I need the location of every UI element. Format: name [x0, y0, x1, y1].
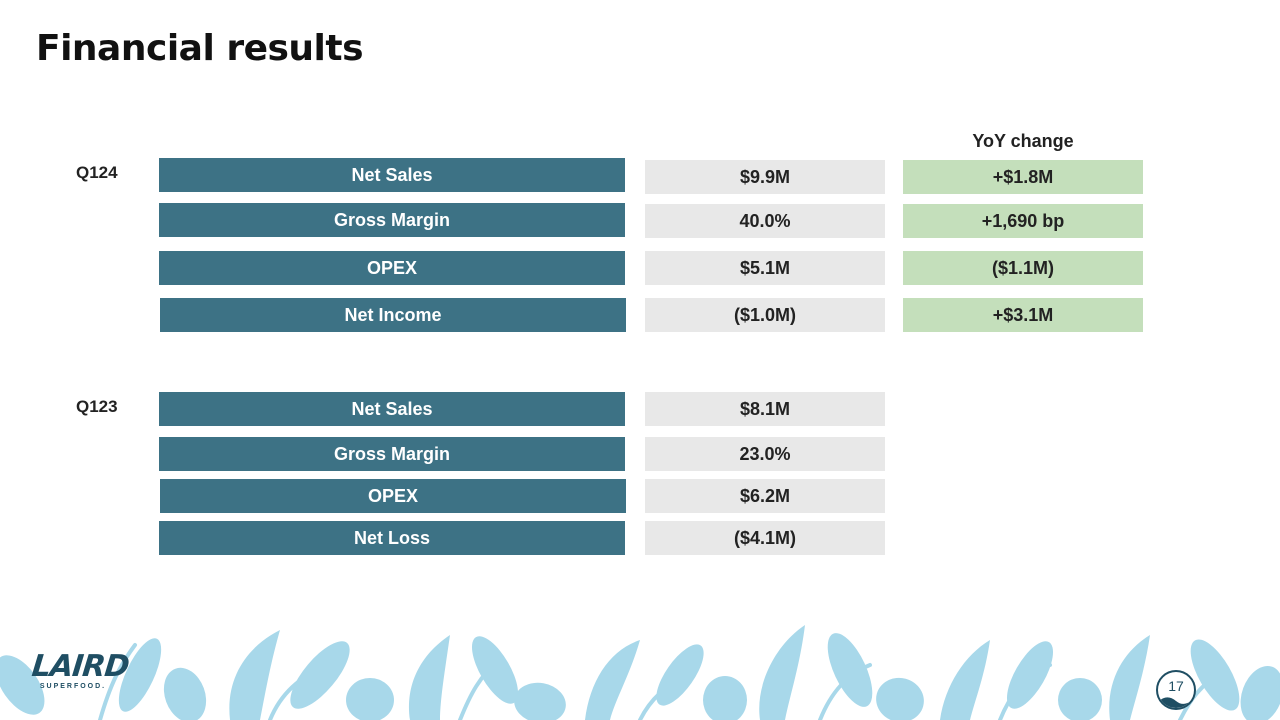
q124-metric-net-sales: Net Sales	[159, 158, 625, 192]
q124-change-net-income: +$3.1M	[903, 298, 1143, 332]
q124-value-gross-margin: 40.0%	[645, 204, 885, 238]
q124-change-gross-margin: +1,690 bp	[903, 204, 1143, 238]
period-label-q124: Q124	[76, 163, 118, 182]
logo-subtitle: SUPERFOOD.	[39, 683, 107, 690]
q123-metric-gross-margin: Gross Margin	[159, 437, 625, 471]
q124-metric-opex: OPEX	[159, 251, 625, 285]
q123-value-opex: $6.2M	[645, 479, 885, 513]
period-label-q123: Q123	[76, 397, 118, 416]
q124-metric-net-income: Net Income	[160, 298, 626, 332]
q123-value-gross-margin: 23.0%	[645, 437, 885, 471]
wave-icon	[1158, 697, 1194, 708]
q123-metric-opex: OPEX	[160, 479, 626, 513]
q123-value-net-loss: ($4.1M)	[645, 521, 885, 555]
yoy-change-header: YoY change	[972, 131, 1074, 151]
laird-superfood-logo: LAIRD SUPERFOOD.	[30, 649, 131, 690]
page-number-badge: 17	[1156, 670, 1196, 710]
q124-value-net-sales: $9.9M	[645, 160, 885, 194]
logo-wordmark: LAIRD	[30, 649, 131, 684]
leaf-pattern-decoration	[0, 625, 1280, 720]
q124-change-net-sales: +$1.8M	[903, 160, 1143, 194]
q123-metric-net-sales: Net Sales	[159, 392, 625, 426]
q124-metric-gross-margin: Gross Margin	[159, 203, 625, 237]
slide-title: Financial results	[36, 28, 364, 69]
q124-value-net-income: ($1.0M)	[645, 298, 885, 332]
q123-metric-net-loss: Net Loss	[159, 521, 625, 555]
q124-change-opex: ($1.1M)	[903, 251, 1143, 285]
page-number: 17	[1168, 678, 1184, 694]
q123-value-net-sales: $8.1M	[645, 392, 885, 426]
q124-value-opex: $5.1M	[645, 251, 885, 285]
